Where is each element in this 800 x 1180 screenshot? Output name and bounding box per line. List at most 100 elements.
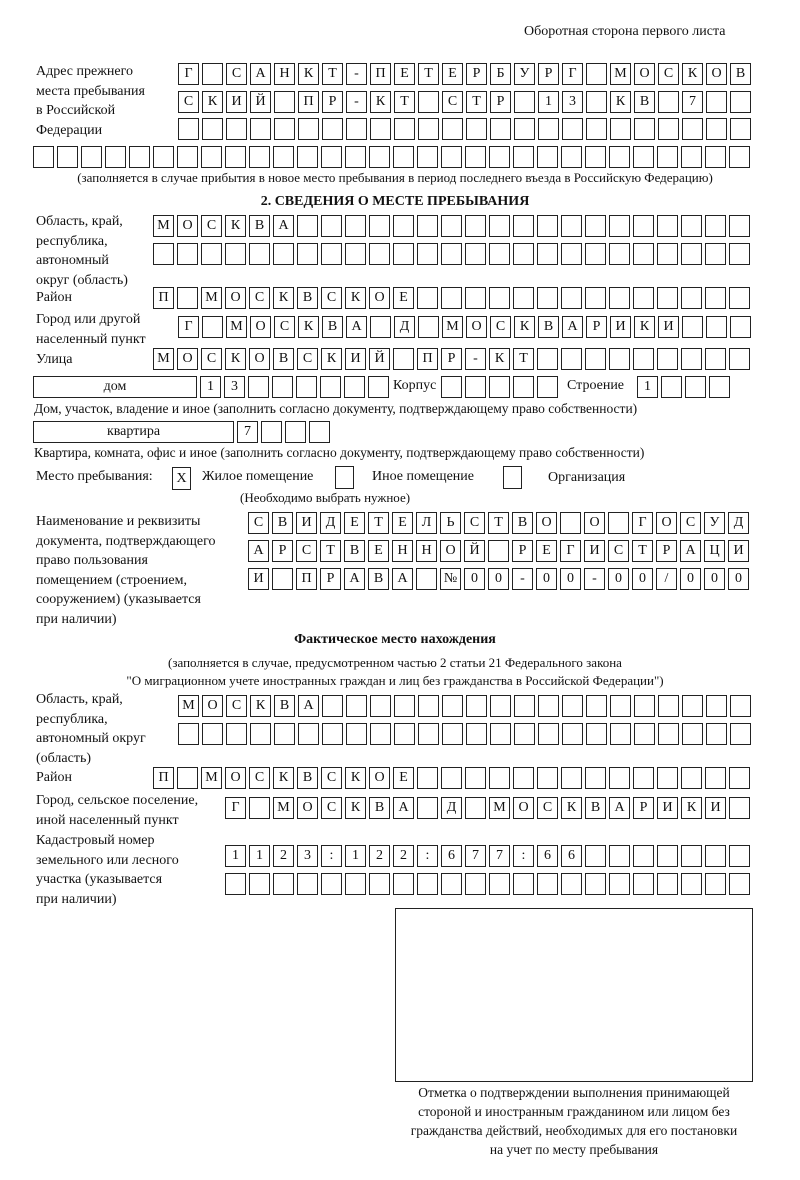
- char-cell[interactable]: [705, 873, 726, 895]
- char-cell[interactable]: И: [226, 91, 247, 113]
- char-cell[interactable]: [658, 723, 679, 745]
- checkbox-organization[interactable]: [503, 466, 522, 489]
- char-cell[interactable]: [562, 723, 583, 745]
- char-cell[interactable]: [729, 243, 750, 265]
- char-cell[interactable]: [441, 215, 462, 237]
- char-cell[interactable]: [321, 215, 342, 237]
- char-cell[interactable]: [560, 512, 581, 534]
- char-cell[interactable]: [345, 873, 366, 895]
- char-cell[interactable]: [466, 118, 487, 140]
- char-cell[interactable]: 3: [562, 91, 583, 113]
- char-cell[interactable]: [248, 376, 269, 398]
- char-cell[interactable]: [488, 540, 509, 562]
- char-cell[interactable]: [729, 348, 750, 370]
- char-cell[interactable]: [706, 91, 727, 113]
- char-cell[interactable]: [370, 723, 391, 745]
- char-cell[interactable]: Г: [178, 63, 199, 85]
- char-cell[interactable]: [586, 63, 607, 85]
- char-cell[interactable]: М: [201, 287, 222, 309]
- char-cell[interactable]: О: [440, 540, 461, 562]
- char-cell[interactable]: [465, 797, 486, 819]
- char-cell[interactable]: В: [272, 512, 293, 534]
- char-cell[interactable]: С: [537, 797, 558, 819]
- char-cell[interactable]: [585, 873, 606, 895]
- char-cell[interactable]: [729, 873, 750, 895]
- char-cell[interactable]: [561, 146, 582, 168]
- char-cell[interactable]: Е: [392, 512, 413, 534]
- char-cell[interactable]: Р: [272, 540, 293, 562]
- char-cell[interactable]: [705, 243, 726, 265]
- char-cell[interactable]: [729, 845, 750, 867]
- char-cell[interactable]: Н: [392, 540, 413, 562]
- char-cell[interactable]: [706, 118, 727, 140]
- char-cell[interactable]: О: [656, 512, 677, 534]
- char-cell[interactable]: [657, 146, 678, 168]
- char-cell[interactable]: Г: [225, 797, 246, 819]
- char-cell[interactable]: [57, 146, 78, 168]
- char-cell[interactable]: К: [681, 797, 702, 819]
- char-cell[interactable]: Т: [632, 540, 653, 562]
- char-cell[interactable]: [441, 146, 462, 168]
- char-cell[interactable]: :: [417, 845, 438, 867]
- char-cell[interactable]: Т: [320, 540, 341, 562]
- char-cell[interactable]: В: [273, 348, 294, 370]
- char-cell[interactable]: 0: [536, 568, 557, 590]
- char-cell[interactable]: [681, 348, 702, 370]
- char-cell[interactable]: О: [225, 287, 246, 309]
- char-cell[interactable]: [562, 118, 583, 140]
- char-cell[interactable]: [537, 243, 558, 265]
- char-cell[interactable]: [729, 146, 750, 168]
- char-cell[interactable]: [489, 146, 510, 168]
- char-cell[interactable]: [249, 873, 270, 895]
- char-cell[interactable]: [608, 512, 629, 534]
- char-cell[interactable]: [681, 767, 702, 789]
- char-cell[interactable]: [153, 243, 174, 265]
- char-cell[interactable]: [489, 767, 510, 789]
- char-cell[interactable]: К: [225, 215, 246, 237]
- char-cell[interactable]: [537, 767, 558, 789]
- char-cell[interactable]: [418, 118, 439, 140]
- char-cell[interactable]: К: [634, 316, 655, 338]
- char-cell[interactable]: [177, 146, 198, 168]
- char-cell[interactable]: С: [178, 91, 199, 113]
- char-cell[interactable]: [250, 723, 271, 745]
- char-cell[interactable]: С: [249, 767, 270, 789]
- char-cell[interactable]: [585, 287, 606, 309]
- char-cell[interactable]: К: [273, 767, 294, 789]
- char-cell[interactable]: [681, 873, 702, 895]
- char-cell[interactable]: [225, 243, 246, 265]
- char-cell[interactable]: [393, 215, 414, 237]
- char-cell[interactable]: В: [322, 316, 343, 338]
- char-cell[interactable]: 0: [680, 568, 701, 590]
- char-cell[interactable]: [417, 767, 438, 789]
- char-cell[interactable]: 2: [369, 845, 390, 867]
- char-cell[interactable]: [633, 287, 654, 309]
- char-cell[interactable]: [561, 348, 582, 370]
- char-cell[interactable]: К: [345, 767, 366, 789]
- char-cell[interactable]: [369, 215, 390, 237]
- char-cell[interactable]: [490, 118, 511, 140]
- char-cell[interactable]: [346, 723, 367, 745]
- char-cell[interactable]: [370, 118, 391, 140]
- char-cell[interactable]: [201, 146, 222, 168]
- char-cell[interactable]: Р: [633, 797, 654, 819]
- char-cell[interactable]: [586, 695, 607, 717]
- char-cell[interactable]: 1: [538, 91, 559, 113]
- char-cell[interactable]: [369, 146, 390, 168]
- char-cell[interactable]: [320, 376, 341, 398]
- char-cell[interactable]: [730, 118, 751, 140]
- char-cell[interactable]: К: [298, 316, 319, 338]
- char-cell[interactable]: [586, 118, 607, 140]
- char-cell[interactable]: В: [730, 63, 751, 85]
- char-cell[interactable]: [681, 146, 702, 168]
- char-cell[interactable]: М: [153, 215, 174, 237]
- char-cell[interactable]: Г: [562, 63, 583, 85]
- char-cell[interactable]: И: [345, 348, 366, 370]
- char-cell[interactable]: М: [489, 797, 510, 819]
- char-cell[interactable]: 6: [561, 845, 582, 867]
- char-cell[interactable]: [465, 146, 486, 168]
- char-cell[interactable]: [418, 723, 439, 745]
- char-cell[interactable]: [609, 348, 630, 370]
- char-cell[interactable]: [346, 695, 367, 717]
- char-cell[interactable]: М: [226, 316, 247, 338]
